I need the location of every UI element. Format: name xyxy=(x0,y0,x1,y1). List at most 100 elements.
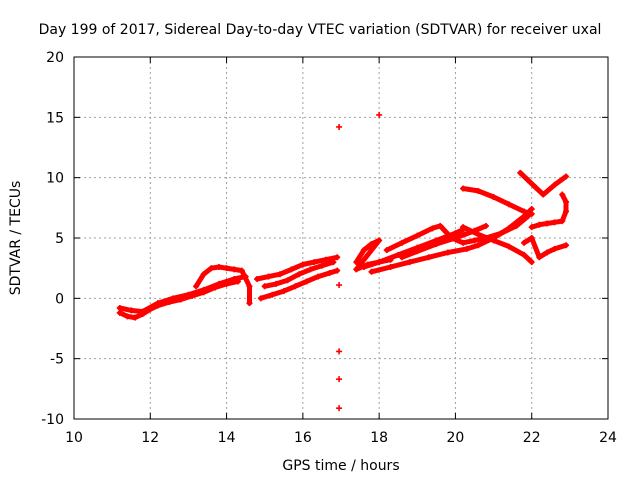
data-point-marker xyxy=(521,239,528,246)
data-point-marker xyxy=(330,259,337,266)
data-point-marker xyxy=(536,221,543,228)
data-point-marker xyxy=(288,266,295,273)
data-point-marker xyxy=(170,295,177,302)
data-point-marker xyxy=(551,245,558,252)
y-tick-label: -5 xyxy=(50,352,64,368)
data-point-marker xyxy=(238,267,245,274)
data-point-marker xyxy=(543,220,550,227)
data-point-marker xyxy=(215,280,222,287)
data-point-marker xyxy=(284,277,291,284)
data-point-marker xyxy=(444,249,451,256)
tick-layer: 10 12 14 16 18 20 22 24 -10 -5 0 5 10 15 20 xyxy=(41,50,617,446)
data-point-marker xyxy=(460,185,467,192)
data-point-marker xyxy=(254,276,261,283)
data-point-marker xyxy=(353,266,360,273)
series-band xyxy=(529,192,569,230)
data-point-marker xyxy=(505,201,512,208)
data-point-marker xyxy=(231,276,238,283)
data-point-marker xyxy=(336,282,343,289)
x-tick-label: 20 xyxy=(447,430,465,446)
data-point-marker xyxy=(124,313,131,320)
data-point-marker xyxy=(353,259,360,266)
data-point-marker xyxy=(490,237,497,244)
data-point-marker xyxy=(452,235,459,241)
data-point-marker xyxy=(139,308,146,315)
data-point-marker xyxy=(246,283,253,290)
data-point-marker xyxy=(414,248,421,255)
data-point-marker xyxy=(336,348,343,355)
points-layer xyxy=(116,111,570,412)
x-tick-label: 18 xyxy=(370,430,388,446)
data-point-marker xyxy=(395,251,402,258)
data-point-marker xyxy=(521,208,528,215)
data-point-marker xyxy=(383,247,390,254)
data-point-marker xyxy=(536,254,543,261)
y-tick-label: 5 xyxy=(55,231,64,247)
data-point-marker xyxy=(425,254,432,261)
data-point-marker xyxy=(273,280,280,287)
data-point-marker xyxy=(475,187,482,194)
data-point-marker xyxy=(318,262,325,269)
data-point-marker xyxy=(336,405,343,412)
series-band xyxy=(117,274,249,315)
data-point-marker xyxy=(303,278,310,285)
data-point-marker xyxy=(368,241,375,248)
data-point-marker xyxy=(475,231,482,238)
data-point-marker xyxy=(231,266,238,273)
data-point-marker xyxy=(246,300,253,307)
data-point-marker xyxy=(334,254,341,261)
data-point-marker xyxy=(360,247,367,254)
data-point-marker xyxy=(128,307,135,314)
data-point-marker xyxy=(433,241,440,248)
data-point-marker xyxy=(299,261,306,268)
data-point-marker xyxy=(551,219,558,226)
data-point-marker xyxy=(336,123,343,130)
data-point-marker xyxy=(280,288,287,295)
data-point-marker xyxy=(528,235,535,241)
data-point-marker xyxy=(563,173,570,180)
data-point-marker xyxy=(490,193,497,200)
data-point-marker xyxy=(208,265,215,272)
data-point-marker xyxy=(261,283,268,290)
data-point-marker xyxy=(532,184,539,191)
x-tick-label: 22 xyxy=(523,430,541,446)
y-tick-label: 20 xyxy=(46,50,64,66)
data-point-marker xyxy=(193,283,200,290)
data-point-marker xyxy=(559,218,566,225)
data-point-marker xyxy=(116,304,123,311)
data-point-marker xyxy=(429,225,436,232)
x-tick-label: 10 xyxy=(65,430,83,446)
data-point-marker xyxy=(307,266,314,273)
data-point-marker xyxy=(563,208,570,215)
data-point-marker xyxy=(376,111,383,118)
data-point-marker xyxy=(540,191,547,198)
y-tick-label: -10 xyxy=(41,412,64,428)
data-point-marker xyxy=(296,271,303,278)
data-point-marker xyxy=(437,222,444,229)
data-point-marker xyxy=(559,191,566,198)
series-band xyxy=(517,170,569,198)
data-point-marker xyxy=(482,222,489,229)
data-point-marker xyxy=(311,259,318,266)
data-point-marker xyxy=(322,256,329,263)
data-point-marker xyxy=(521,251,528,258)
data-point-marker xyxy=(292,283,299,290)
y-tick-label: 15 xyxy=(46,110,64,126)
data-point-marker xyxy=(387,263,394,270)
data-point-marker xyxy=(528,224,535,231)
data-point-marker xyxy=(399,254,406,261)
x-tick-label: 24 xyxy=(599,430,617,446)
data-point-marker xyxy=(376,237,383,244)
data-point-marker xyxy=(200,271,207,278)
data-point-marker xyxy=(368,268,375,275)
data-point-marker xyxy=(276,271,283,278)
data-point-marker xyxy=(543,249,550,256)
data-point-marker xyxy=(215,263,222,270)
data-point-marker xyxy=(200,286,207,293)
y-tick-label: 0 xyxy=(55,291,64,307)
data-point-marker xyxy=(132,314,139,321)
series-band xyxy=(384,213,531,253)
data-point-marker xyxy=(376,259,383,266)
data-point-marker xyxy=(471,237,478,244)
